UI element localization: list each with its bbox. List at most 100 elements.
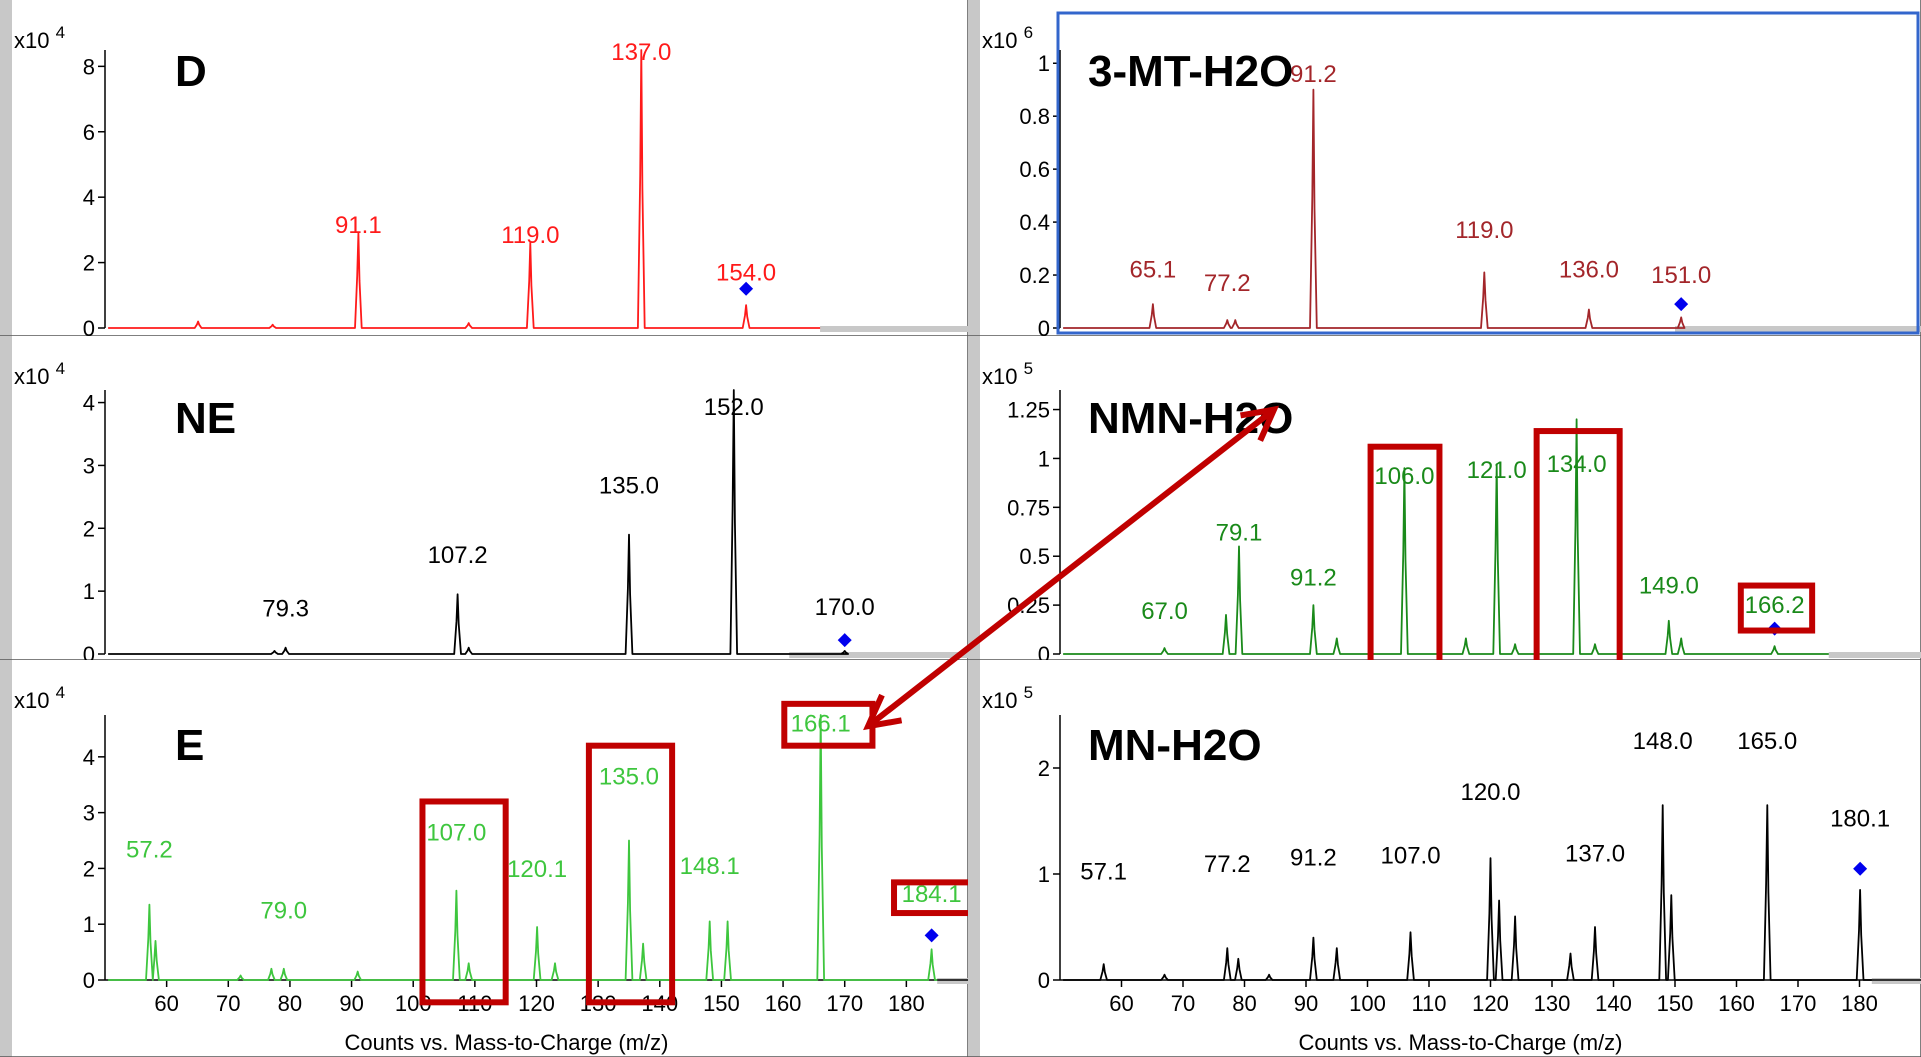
peak-label: 79.1 [1216, 520, 1263, 547]
peak-label: 137.0 [1565, 840, 1625, 867]
peak-label: 166.2 [1745, 592, 1805, 619]
precursor-marker [1853, 861, 1868, 876]
y-scale-label: x10 5 [982, 359, 1033, 389]
x-tick-label: 160 [1718, 991, 1755, 1016]
y-tick-label: 1.25 [1007, 398, 1050, 423]
peak-label: 135.0 [599, 473, 659, 500]
peak-label: 152.0 [704, 394, 764, 421]
x-tick-label: 100 [1349, 991, 1386, 1016]
y-tick-label: 2 [83, 516, 95, 541]
x-tick-label: 160 [765, 991, 802, 1016]
panel-background [968, 660, 1921, 1057]
panel-title: MN-H2O [1088, 721, 1262, 770]
y-tick-label: 0.4 [1019, 210, 1050, 235]
y-scale-label: x10 6 [982, 23, 1033, 53]
selected-panel-border [1056, 11, 1920, 335]
y-tick-label: 1 [83, 912, 95, 937]
peak-label: 135.0 [599, 764, 659, 791]
arrow-head [863, 693, 903, 731]
spectrum-trace [108, 714, 938, 981]
spectrum-trace [1063, 88, 1686, 329]
peak-label: 79.3 [262, 595, 309, 622]
peak-label: 119.0 [501, 222, 559, 249]
x-tick-label: 120 [518, 991, 555, 1016]
x-tick-label: 150 [1657, 991, 1694, 1016]
y-tick-label: 1 [1038, 446, 1050, 471]
y-tick-label: 6 [83, 120, 95, 145]
peak-label: 77.2 [1204, 270, 1251, 297]
y-tick-label: 0.5 [1019, 544, 1050, 569]
arrow-head [1239, 405, 1280, 442]
y-tick-label: 0 [83, 316, 95, 341]
x-tick-label: 130 [1534, 991, 1571, 1016]
peak-label: 120.1 [507, 856, 567, 883]
x-tick-label: 170 [826, 991, 863, 1016]
baseline-band [1828, 652, 1921, 658]
y-tick-label: 2 [83, 251, 95, 276]
baseline-band [820, 326, 968, 332]
panel-title: D [175, 47, 207, 96]
panel-title: E [175, 721, 204, 770]
peak-label: 151.0 [1651, 262, 1711, 289]
x-tick-label: 180 [888, 991, 925, 1016]
y-tick-label: 2 [83, 856, 95, 881]
y-scale-label: x10 4 [14, 359, 65, 389]
panel-background [0, 660, 968, 1057]
x-tick-label: 60 [1109, 991, 1133, 1016]
y-tick-label: 0 [1038, 968, 1050, 993]
peak-label: 107.2 [428, 542, 488, 569]
y-scale-label: x10 4 [14, 683, 65, 713]
peak-label: 148.0 [1633, 728, 1693, 755]
panel-gray-margin [968, 660, 980, 1057]
panel-background [968, 0, 1921, 336]
precursor-marker [739, 281, 754, 296]
x-axis-label: Counts vs. Mass-to-Charge (m/z) [1299, 1030, 1623, 1055]
x-tick-label: 140 [1595, 991, 1632, 1016]
y-tick-label: 3 [83, 801, 95, 826]
y-tick-label: 8 [83, 54, 95, 79]
peak-label: 134.0 [1547, 451, 1607, 478]
y-tick-label: 0 [1038, 316, 1050, 341]
y-tick-label: 2 [1038, 756, 1050, 781]
peak-label: 180.1 [1830, 805, 1890, 832]
precursor-marker [924, 928, 939, 943]
y-tick-label: 0.8 [1019, 104, 1050, 129]
peak-label: 165.0 [1737, 728, 1797, 755]
panel-gray-margin [968, 0, 980, 336]
x-axis-label: Counts vs. Mass-to-Charge (m/z) [345, 1030, 669, 1055]
x-tick-label: 110 [1411, 991, 1446, 1016]
peak-label: 149.0 [1639, 572, 1699, 599]
x-tick-label: 90 [1294, 991, 1318, 1016]
y-scale-label: x10 4 [14, 23, 65, 53]
peak-label: 91.2 [1290, 61, 1337, 88]
x-tick-label: 60 [154, 991, 178, 1016]
x-tick-label: 170 [1780, 991, 1817, 1016]
panel-background [968, 336, 1921, 660]
baseline-band [1675, 326, 1921, 332]
peak-label: 57.1 [1080, 858, 1127, 885]
x-tick-label: 120 [1472, 991, 1509, 1016]
spectrum-trace [108, 389, 849, 655]
peak-label: 91.1 [335, 212, 382, 239]
peak-label: 136.0 [1559, 257, 1619, 284]
peak-label: 170.0 [815, 594, 875, 621]
peak-label: 65.1 [1130, 257, 1177, 284]
y-tick-label: 1 [1038, 51, 1050, 76]
x-tick-label: 80 [278, 991, 302, 1016]
highlight-box [419, 798, 509, 1006]
y-tick-label: 0.2 [1019, 263, 1050, 288]
x-tick-label: 70 [1171, 991, 1195, 1016]
y-tick-label: 4 [83, 391, 95, 416]
x-tick-label: 150 [703, 991, 740, 1016]
peak-label: 137.0 [611, 39, 671, 66]
peak-label: 79.0 [260, 898, 307, 925]
panel-background [0, 336, 968, 660]
peak-label: 119.0 [1455, 217, 1513, 244]
y-tick-label: 0 [83, 968, 95, 993]
peak-label: 67.0 [1141, 598, 1188, 625]
